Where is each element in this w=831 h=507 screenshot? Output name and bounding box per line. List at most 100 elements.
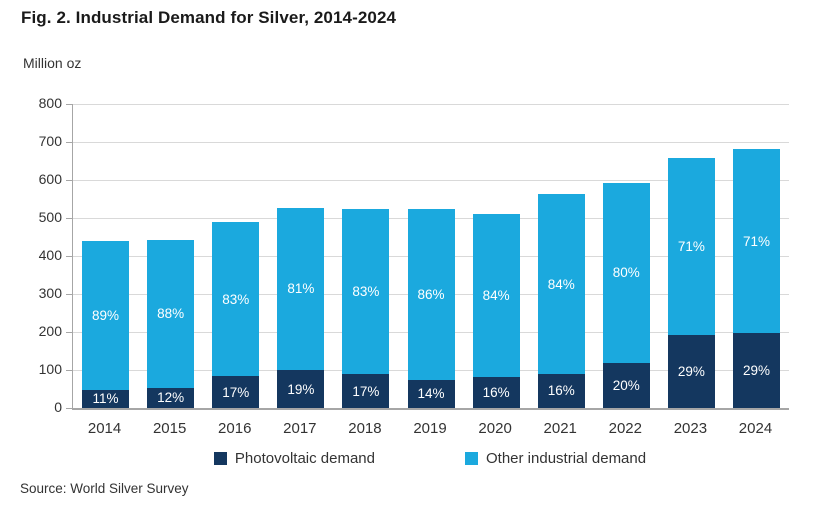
other-industrial-percent-label: 88% [157, 306, 185, 322]
y-tick-label-500: 500 [38, 209, 62, 225]
chart-title: Fig. 2. Industrial Demand for Silver, 20… [21, 8, 397, 27]
gridline-800 [73, 104, 789, 105]
other-industrial-segment-2014: 89% [82, 240, 130, 390]
other-industrial-percent-label: 86% [417, 286, 445, 302]
other-industrial-percent-label: 89% [92, 307, 120, 323]
bar-2023: 71% 29% [667, 158, 715, 408]
photovoltaic-percent-label: 20% [612, 377, 640, 393]
bar-2022: 80% 20% [602, 182, 650, 408]
photovoltaic-segment-2014: 11% [82, 389, 130, 408]
bar-slot-2020: 84% 16% [464, 104, 529, 408]
photovoltaic-percent-label: 14% [417, 386, 445, 402]
gridline-700 [73, 142, 789, 143]
bar-slot-2018: 83% 17% [333, 104, 398, 408]
bar-2019: 86% 14% [407, 208, 455, 408]
y-tick-label-600: 600 [38, 171, 62, 187]
x-tick-label-2022: 2022 [608, 420, 642, 437]
y-axis-unit-label: Million oz [23, 55, 82, 71]
y-tick-label-300: 300 [38, 285, 62, 301]
y-tick-mark-700 [66, 141, 72, 143]
photovoltaic-segment-2015: 12% [147, 387, 195, 408]
legend-label: Photovoltaic demand [234, 450, 375, 467]
x-tick-label-2021: 2021 [543, 420, 577, 437]
gridline-600 [73, 180, 789, 181]
y-tick-mark-300 [66, 293, 72, 295]
bar-2017: 81% 19% [277, 207, 325, 408]
y-tick-label-800: 800 [38, 95, 62, 111]
y-tick-label-700: 700 [38, 133, 62, 149]
y-tick-mark-500 [66, 217, 72, 219]
x-tick-label-2018: 2018 [348, 420, 382, 437]
other-industrial-segment-2021: 84% [537, 194, 585, 374]
bar-2020: 84% 16% [472, 214, 520, 408]
other-industrial-percent-label: 84% [547, 276, 575, 292]
photovoltaic-segment-2022: 20% [602, 362, 650, 408]
bar-slot-2023: 71% 29% [659, 104, 724, 408]
legend-swatch-icon [465, 452, 478, 465]
photovoltaic-percent-label: 12% [157, 390, 185, 406]
other-industrial-percent-label: 83% [352, 283, 380, 299]
other-industrial-percent-label: 81% [287, 281, 315, 297]
y-tick-mark-100 [66, 369, 72, 371]
y-tick-label-400: 400 [38, 247, 62, 263]
plot-area: 89% 11% 88% 12% 83% 17% 81% 19% 83% 17% 86% 14% 84% 1… [72, 104, 789, 410]
other-industrial-segment-2022: 80% [602, 182, 650, 363]
photovoltaic-segment-2018: 17% [342, 374, 390, 408]
x-tick-label-2015: 2015 [152, 420, 187, 437]
bar-2024: 71% 29% [732, 149, 780, 408]
photovoltaic-percent-label: 16% [547, 383, 575, 399]
bar-slot-2015: 88% 12% [138, 104, 203, 408]
y-tick-mark-400 [66, 255, 72, 257]
photovoltaic-segment-2020: 16% [472, 376, 520, 408]
bar-2015: 88% 12% [147, 239, 195, 408]
bar-2021: 84% 16% [537, 194, 585, 408]
other-industrial-percent-label: 71% [677, 239, 705, 255]
x-tick-label-2020: 2020 [478, 420, 512, 437]
photovoltaic-percent-label: 16% [482, 384, 510, 400]
other-industrial-segment-2015: 88% [147, 239, 195, 388]
other-industrial-percent-label: 84% [482, 288, 510, 304]
bar-slot-2021: 84% 16% [529, 104, 594, 408]
x-tick-label-2024: 2024 [738, 420, 773, 437]
photovoltaic-percent-label: 19% [287, 381, 315, 397]
bar-slot-2024: 71% 29% [724, 104, 789, 408]
photovoltaic-percent-label: 17% [222, 384, 250, 400]
legend-item-photovoltaic: Photovoltaic demand [213, 450, 375, 467]
y-tick-label-200: 200 [38, 323, 62, 339]
photovoltaic-percent-label: 29% [677, 364, 705, 380]
legend-swatch-icon [213, 452, 227, 465]
x-tick-label-2016: 2016 [218, 420, 252, 437]
photovoltaic-percent-label: 29% [742, 362, 770, 378]
bar-slot-2017: 81% 19% [268, 104, 333, 408]
bar-2014: 89% 11% [82, 240, 130, 408]
photovoltaic-segment-2017: 19% [277, 370, 325, 408]
bar-slot-2022: 80% 20% [594, 104, 659, 408]
legend-label: Other industrial demand [486, 450, 647, 467]
legend-item-other-industrial: Other industrial demand [465, 450, 646, 467]
y-tick-label-100: 100 [38, 361, 62, 377]
x-tick-label-2017: 2017 [283, 420, 317, 437]
other-industrial-segment-2024: 71% [732, 149, 780, 333]
other-industrial-segment-2018: 83% [342, 208, 390, 375]
y-tick-mark-800 [66, 103, 72, 105]
y-tick-mark-0 [66, 407, 72, 409]
other-industrial-segment-2017: 81% [277, 207, 325, 370]
y-tick-mark-200 [66, 331, 72, 333]
x-tick-label-2019: 2019 [413, 420, 447, 437]
photovoltaic-segment-2019: 14% [407, 379, 455, 408]
photovoltaic-segment-2023: 29% [667, 335, 715, 408]
other-industrial-segment-2016: 83% [212, 221, 260, 377]
bar-2018: 83% 17% [342, 208, 390, 408]
x-axis-labels: 2014 2015 2016 2017 2018 2019 2020 2021 2022 2023… [72, 420, 788, 437]
photovoltaic-segment-2016: 17% [212, 376, 260, 408]
photovoltaic-segment-2021: 16% [537, 373, 585, 408]
x-tick-label-2023: 2023 [673, 420, 708, 437]
bar-slot-2016: 83% 17% [203, 104, 268, 408]
other-industrial-percent-label: 71% [742, 233, 770, 249]
other-industrial-segment-2020: 84% [472, 214, 520, 377]
other-industrial-percent-label: 83% [222, 291, 250, 307]
other-industrial-segment-2019: 86% [407, 208, 455, 380]
bar-2016: 83% 17% [212, 221, 260, 408]
legend: Photovoltaic demand Other industrial dema… [72, 450, 788, 467]
